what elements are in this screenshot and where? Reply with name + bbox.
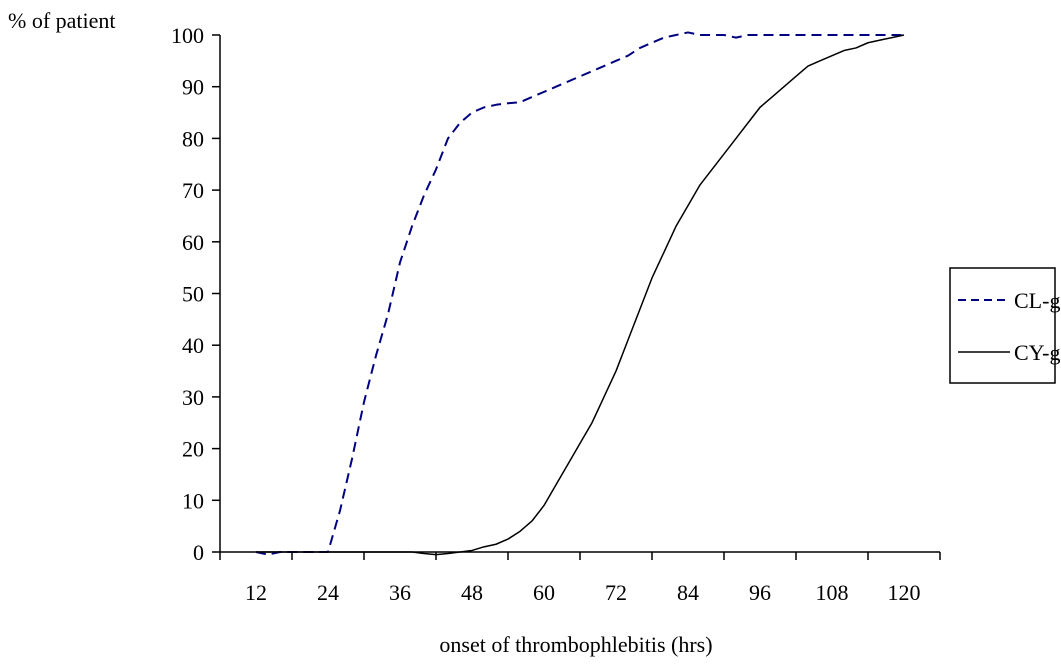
series-line-cl-gr <box>255 31 904 556</box>
x-axis-title: onset of thrombophlebitis (hrs) <box>439 632 712 657</box>
y-tick-label: 30 <box>182 385 204 410</box>
series-group <box>255 31 905 556</box>
series-line-cy-gr <box>256 34 905 556</box>
legend-label: CL-gr <box>1014 288 1061 313</box>
x-tick-label: 120 <box>888 580 921 605</box>
y-axis-title: % of patient <box>8 8 116 33</box>
y-tick-label: 80 <box>182 126 204 151</box>
y-tick-label: 100 <box>171 23 204 48</box>
x-tick-label: 72 <box>605 580 627 605</box>
x-tick-label: 108 <box>816 580 849 605</box>
y-tick-label: 60 <box>182 230 204 255</box>
y-tick-label: 10 <box>182 488 204 513</box>
y-tick-label: 20 <box>182 437 204 462</box>
y-tick-label: 40 <box>182 333 204 358</box>
y-tick-label: 70 <box>182 178 204 203</box>
y-tick-label: 90 <box>182 75 204 100</box>
x-tick-label: 96 <box>749 580 771 605</box>
x-tick-label: 48 <box>461 580 483 605</box>
y-tick-label: 50 <box>182 282 204 307</box>
legend-box <box>949 267 1056 384</box>
x-tick-label: 24 <box>317 580 339 605</box>
y-tick-label: 0 <box>193 540 204 565</box>
x-tick-label: 60 <box>533 580 555 605</box>
legend: CL-gr CY-gr <box>949 267 1061 384</box>
x-tick-label: 84 <box>677 580 699 605</box>
x-axis-ticks: 12 24 36 48 60 72 84 96 108 120 <box>219 552 941 605</box>
y-axis-ticks: 0 10 20 30 40 50 60 70 80 90 100 <box>171 23 220 565</box>
axes <box>219 35 940 553</box>
legend-label: CY-gr <box>1014 340 1061 365</box>
x-tick-label: 12 <box>245 580 267 605</box>
x-tick-label: 36 <box>389 580 411 605</box>
